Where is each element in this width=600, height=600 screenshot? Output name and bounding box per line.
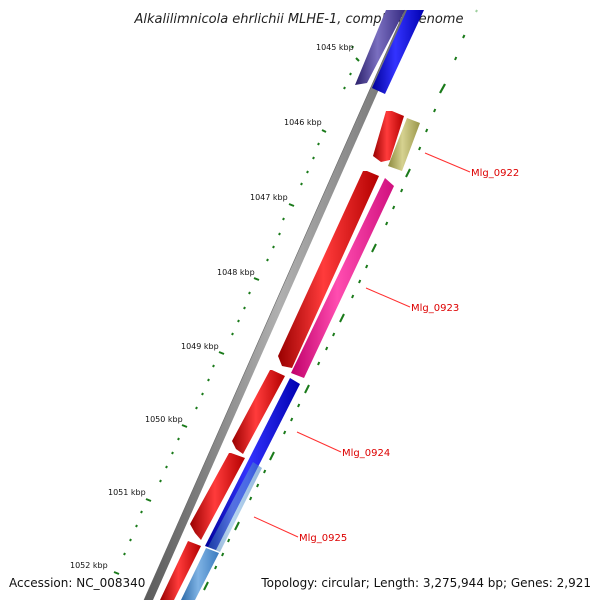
tick-label-1050: 1050 kbp	[145, 415, 183, 424]
gene-feature	[278, 171, 379, 368]
gene-feature	[373, 111, 404, 162]
accession-text: Accession: NC_008340	[9, 576, 145, 590]
gene-feature	[291, 178, 394, 378]
tick-label-1051: 1051 kbp	[108, 488, 146, 497]
gene-feature	[388, 118, 420, 171]
tick-label-1047: 1047 kbp	[250, 193, 288, 202]
gene-feature	[190, 453, 245, 540]
gene-labels: Mlg_0922 Mlg_0923 Mlg_0924 Mlg_0925	[253, 152, 519, 544]
leader-line	[253, 516, 299, 538]
leader-line	[424, 152, 471, 173]
inner-tick-ring	[113, 45, 360, 575]
tick-label-1048: 1048 kbp	[217, 268, 255, 277]
leader-line	[365, 287, 411, 308]
tick-label-1046: 1046 kbp	[284, 118, 322, 127]
gene-feature	[232, 370, 285, 454]
kbp-labels: 1045 kbp 1046 kbp 1047 kbp 1048 kbp 1049…	[70, 43, 354, 570]
gene-label-mlg-0924: Mlg_0924	[342, 448, 390, 459]
gene-label-mlg-0923: Mlg_0923	[411, 303, 459, 314]
gene-feature	[181, 548, 219, 600]
topology-text: Topology: circular; Length: 3,275,944 bp…	[260, 576, 591, 590]
gene-label-mlg-0925: Mlg_0925	[299, 533, 347, 544]
gene-feature	[208, 462, 262, 552]
gene-feature	[160, 541, 201, 600]
forward-strand-genes	[160, 111, 404, 600]
outer-tick-ring	[203, 9, 478, 591]
tick-label-1045: 1045 kbp	[316, 43, 354, 52]
tick-label-1049: 1049 kbp	[181, 342, 219, 351]
gene-feature	[355, 10, 405, 85]
reverse-strand-genes	[181, 10, 424, 600]
leader-line	[296, 431, 342, 453]
gene-label-mlg-0922: Mlg_0922	[471, 168, 519, 179]
gene-feature	[372, 10, 424, 94]
genome-backbone	[144, 10, 414, 600]
tick-label-1052: 1052 kbp	[70, 561, 108, 570]
